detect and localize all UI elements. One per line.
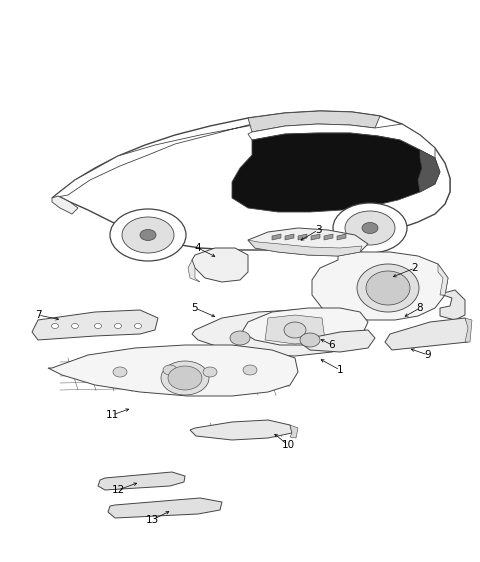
- Polygon shape: [188, 260, 200, 282]
- Polygon shape: [290, 425, 298, 438]
- Polygon shape: [385, 318, 470, 350]
- Ellipse shape: [366, 271, 410, 305]
- Text: 7: 7: [35, 310, 41, 320]
- Ellipse shape: [300, 333, 320, 347]
- Ellipse shape: [113, 367, 127, 377]
- Ellipse shape: [362, 223, 378, 233]
- Polygon shape: [248, 228, 368, 256]
- Polygon shape: [192, 248, 248, 282]
- Polygon shape: [248, 124, 435, 158]
- Polygon shape: [192, 310, 365, 356]
- Text: 1: 1: [336, 365, 343, 375]
- Polygon shape: [465, 318, 472, 342]
- Ellipse shape: [110, 209, 186, 261]
- Polygon shape: [311, 234, 320, 240]
- Polygon shape: [302, 330, 375, 352]
- Ellipse shape: [51, 324, 59, 329]
- Polygon shape: [438, 264, 448, 295]
- Ellipse shape: [161, 361, 209, 395]
- Polygon shape: [52, 196, 78, 214]
- Text: 6: 6: [329, 340, 336, 350]
- Ellipse shape: [230, 331, 250, 345]
- Polygon shape: [265, 315, 325, 344]
- Polygon shape: [190, 420, 292, 440]
- Text: 4: 4: [195, 243, 201, 253]
- Ellipse shape: [95, 324, 101, 329]
- Text: 10: 10: [281, 440, 295, 450]
- Polygon shape: [32, 310, 158, 340]
- Text: 2: 2: [412, 263, 418, 273]
- Ellipse shape: [243, 365, 257, 375]
- Polygon shape: [232, 133, 440, 212]
- Ellipse shape: [203, 367, 217, 377]
- Polygon shape: [248, 240, 362, 256]
- Polygon shape: [324, 234, 333, 240]
- Ellipse shape: [134, 324, 142, 329]
- Polygon shape: [418, 150, 440, 192]
- Polygon shape: [298, 234, 307, 240]
- Text: 8: 8: [417, 303, 423, 313]
- Polygon shape: [52, 111, 450, 250]
- Polygon shape: [52, 120, 285, 198]
- Ellipse shape: [345, 211, 395, 245]
- Text: 12: 12: [111, 485, 125, 495]
- Polygon shape: [98, 472, 185, 490]
- Ellipse shape: [163, 365, 177, 375]
- Polygon shape: [108, 498, 222, 518]
- Polygon shape: [312, 252, 448, 320]
- Text: 5: 5: [192, 303, 198, 313]
- Text: 11: 11: [106, 410, 119, 420]
- Text: 9: 9: [425, 350, 432, 360]
- Text: 13: 13: [145, 515, 158, 525]
- Ellipse shape: [284, 322, 306, 338]
- Polygon shape: [285, 234, 294, 240]
- Ellipse shape: [115, 324, 121, 329]
- Polygon shape: [440, 290, 465, 320]
- Ellipse shape: [357, 264, 419, 312]
- Ellipse shape: [72, 324, 79, 329]
- Polygon shape: [48, 345, 298, 396]
- Ellipse shape: [168, 366, 202, 390]
- Ellipse shape: [333, 203, 407, 253]
- Polygon shape: [272, 234, 281, 240]
- Polygon shape: [242, 308, 368, 345]
- Ellipse shape: [122, 217, 174, 253]
- Text: 3: 3: [315, 225, 321, 235]
- Polygon shape: [337, 234, 346, 240]
- Ellipse shape: [140, 229, 156, 241]
- Polygon shape: [248, 111, 380, 132]
